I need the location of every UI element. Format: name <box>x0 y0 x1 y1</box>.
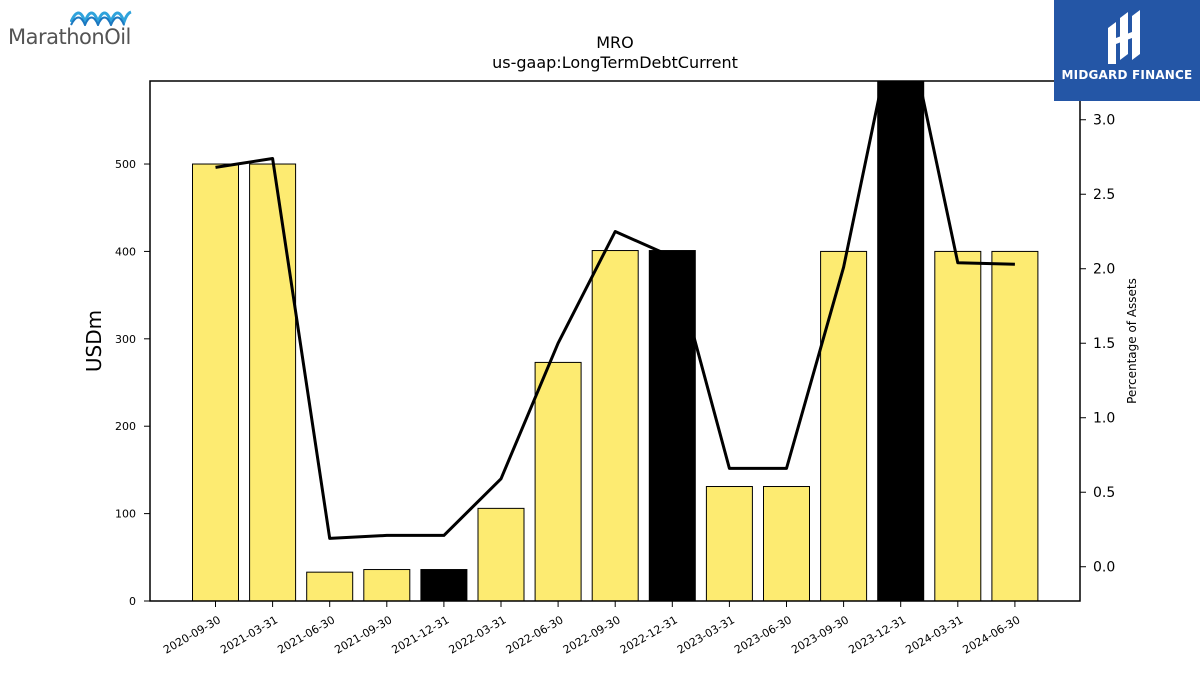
x-tick-label: 2023-06-30 <box>732 613 794 656</box>
bar-2022-12-31 <box>648 250 696 601</box>
line-layer <box>215 81 1015 540</box>
y-tick-label: 500 <box>115 158 136 171</box>
bar-2021-06-30 <box>306 571 354 601</box>
y2-axis-ticks: 0.0 0.5 1.0 1.5 2.0 2.5 3.0 <box>1080 113 1115 576</box>
bar-2022-03-31 <box>477 507 525 601</box>
x-tick-label: 2024-06-30 <box>961 613 1023 656</box>
y2-tick-label: 3.0 <box>1093 113 1115 129</box>
y-axis-ticks: 0 100 200 300 400 500 <box>115 158 150 608</box>
midgard-finance-name: MIDGARD FINANCE <box>1061 68 1193 82</box>
x-tick-label: 2020-09-30 <box>161 613 223 656</box>
y-axis-label: USDm <box>82 310 106 372</box>
y-tick-label: 0 <box>129 595 136 608</box>
y2-tick-label: 0.0 <box>1093 560 1115 576</box>
y2-tick-label: 1.0 <box>1093 411 1115 427</box>
x-tick-label: 2023-12-31 <box>846 613 908 656</box>
y-tick-label: 200 <box>115 420 136 433</box>
bar-2023-12-31 <box>877 81 925 601</box>
y-tick-label: 400 <box>115 245 136 258</box>
x-tick-label: 2022-06-30 <box>504 613 566 656</box>
bar-2024-03-31 <box>934 250 982 601</box>
x-tick-label: 2023-09-30 <box>789 613 851 656</box>
bar-2023-03-31 <box>705 486 753 601</box>
bar-2022-09-30 <box>591 250 639 601</box>
chart-subtitle: us-gaap:LongTermDebtCurrent <box>492 53 738 72</box>
chart-title: MRO <box>596 33 634 52</box>
line-percentage-of-assets <box>215 81 1015 540</box>
x-tick-label: 2021-06-30 <box>275 613 337 656</box>
x-tick-label: 2022-09-30 <box>561 613 623 656</box>
x-tick-label: 2022-12-31 <box>618 613 680 656</box>
x-tick-label: 2021-03-31 <box>218 613 280 656</box>
midgard-finance-logo: MIDGARD FINANCE <box>1054 0 1200 101</box>
midgard-mark-icon <box>1108 10 1140 64</box>
marathon-oil-wordmark: MarathonOil <box>8 25 131 49</box>
y-tick-label: 300 <box>115 333 136 346</box>
y2-tick-label: 2.0 <box>1093 262 1115 278</box>
y2-tick-label: 1.5 <box>1093 336 1115 352</box>
x-tick-label: 2022-03-31 <box>447 613 509 656</box>
y2-tick-label: 0.5 <box>1093 485 1115 501</box>
bar-2021-03-31 <box>249 163 297 601</box>
y2-axis-label: Percentage of Assets <box>1125 278 1139 404</box>
bar-2021-09-30 <box>363 569 411 601</box>
y2-tick-label: 2.5 <box>1093 187 1115 203</box>
bar-2024-06-30 <box>991 250 1039 601</box>
bar-2020-09-30 <box>192 163 239 601</box>
x-tick-label: 2023-03-31 <box>675 613 737 656</box>
bar-2022-06-30 <box>534 361 582 601</box>
bars-layer <box>192 81 1039 601</box>
x-tick-label: 2024-03-31 <box>903 613 965 656</box>
bar-2021-12-31 <box>420 569 468 601</box>
marathon-oil-logo: MarathonOil <box>8 8 158 53</box>
y-tick-label: 100 <box>115 508 136 521</box>
x-tick-label: 2021-09-30 <box>332 613 394 656</box>
x-tick-label: 2021-12-31 <box>390 613 452 656</box>
marathon-wave-icon <box>70 10 132 26</box>
x-axis-ticks: 2020-09-302021-03-312021-06-302021-09-30… <box>161 601 1022 657</box>
bar-2023-06-30 <box>763 486 810 601</box>
bar-2023-09-30 <box>820 250 868 601</box>
